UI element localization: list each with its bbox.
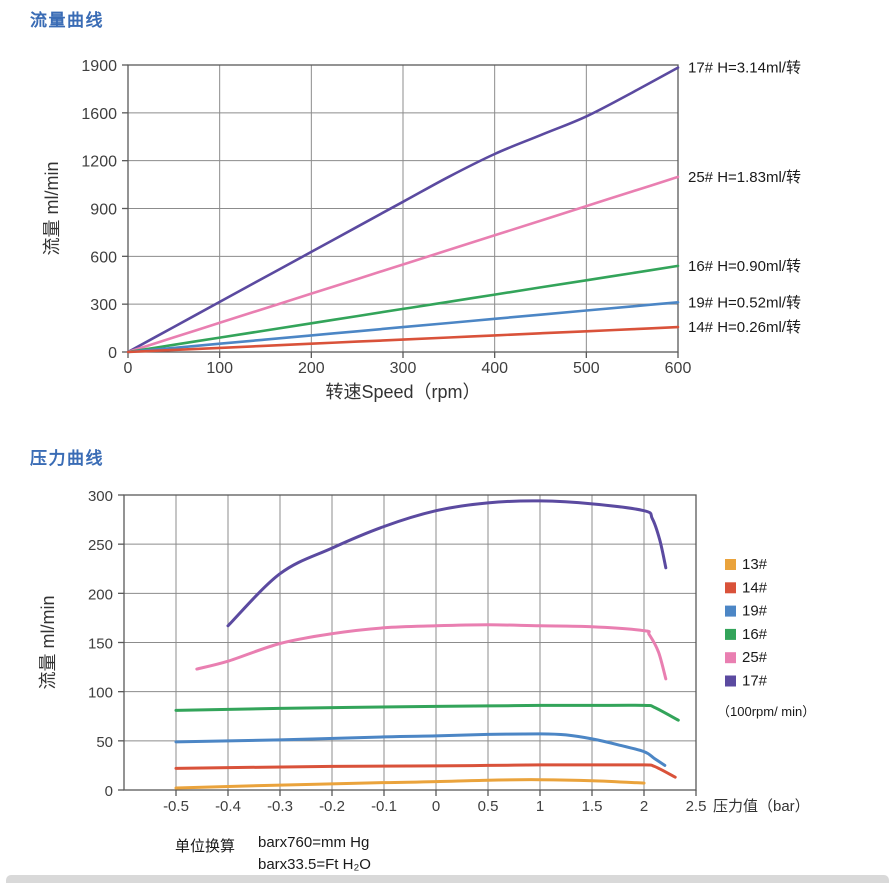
flow-chart-svg: 0 100 200 300 400 500 600 0 300 600 900 1200 1600 190… xyxy=(42,58,801,402)
series-line-17# xyxy=(226,499,668,628)
x-tick-label: -0.4 xyxy=(215,798,241,815)
y-tick-label: 0 xyxy=(105,783,113,800)
legend-swatch xyxy=(725,582,736,594)
x-tick-label: 500 xyxy=(573,360,600,377)
y-tick-label: 250 xyxy=(88,537,113,554)
gridlines xyxy=(128,65,678,352)
legend-label: 14# xyxy=(742,579,768,596)
series-line-16# xyxy=(174,703,680,722)
legend-note: （100rpm/ min） xyxy=(717,704,815,719)
series-label: 17# H=3.14ml/转 xyxy=(688,60,801,77)
y-tick-label: 900 xyxy=(90,202,117,219)
x-tick-label: -0.5 xyxy=(163,798,189,815)
legend-label: 19# xyxy=(742,603,768,620)
y-tick-label: 300 xyxy=(90,297,117,314)
x-tick-label: 600 xyxy=(665,360,692,377)
series-line-25# xyxy=(126,175,680,354)
gridlines xyxy=(124,495,696,790)
y-tick-label: 200 xyxy=(88,586,113,603)
x-tick-label: 2 xyxy=(640,798,648,815)
x-tick-label: -0.1 xyxy=(371,798,397,815)
legend: 13# 14# 19# 16# 25# 17# （100rpm/ min） xyxy=(717,556,815,719)
unit-conversion-line-1: barx760=mm Hg xyxy=(258,834,370,851)
y-tick-label: 0 xyxy=(108,345,117,362)
pressure-chart-svg: -0.5 -0.4 -0.3 -0.2 -0.1 0 0.5 1 1.5 2 2.5 0 50 100 15… xyxy=(38,488,815,815)
series-label: 14# H=0.26ml/转 xyxy=(688,319,801,336)
x-tick-label: 0 xyxy=(432,798,440,815)
legend-label: 17# xyxy=(742,673,768,690)
legend-swatch xyxy=(725,675,736,687)
legend-swatch xyxy=(725,628,736,640)
y-tick-label: 1200 xyxy=(81,154,117,171)
series-label: 25# H=1.83ml/转 xyxy=(688,169,801,186)
series-label: 19# H=0.52ml/转 xyxy=(688,294,801,311)
flow-curve-title: 流量曲线 xyxy=(30,11,104,30)
series-line-19# xyxy=(126,301,680,354)
x-tick-label: -0.2 xyxy=(319,798,345,815)
x-tick-label: 300 xyxy=(390,360,417,377)
series-line-17# xyxy=(126,66,680,354)
series-label: 16# H=0.90ml/转 xyxy=(688,258,801,275)
y-axis-title: 流量 ml/min xyxy=(42,162,62,256)
x-axis-title: 压力值（bar） xyxy=(713,798,810,815)
y-tick-label: 50 xyxy=(96,734,113,751)
x-tick-label: 200 xyxy=(298,360,325,377)
x-tick-label: 1.5 xyxy=(582,798,603,815)
unit-conversion-line-2: barx33.5=Ft H₂O xyxy=(258,856,371,873)
series-line-14# xyxy=(126,325,680,354)
x-tick-label: -0.3 xyxy=(267,798,293,815)
y-axis-title: 流量 ml/min xyxy=(38,596,58,690)
x-tick-label: 0.5 xyxy=(478,798,499,815)
x-tick-label: 0 xyxy=(124,360,133,377)
legend-swatch xyxy=(725,652,736,664)
pressure-curve-title: 压力曲线 xyxy=(30,449,104,468)
tick-marks xyxy=(118,494,697,796)
x-tick-label: 1 xyxy=(536,798,544,815)
x-tick-label: 400 xyxy=(481,360,508,377)
y-tick-label: 600 xyxy=(90,249,117,266)
tick-labels: 0 100 200 300 400 500 600 0 300 600 900 1200 1600 190… xyxy=(81,58,691,377)
tick-marks xyxy=(122,64,679,358)
legend-label: 16# xyxy=(742,626,768,643)
x-tick-label: 2.5 xyxy=(686,798,707,815)
legend-swatch xyxy=(725,559,736,570)
y-tick-label: 300 xyxy=(88,488,113,505)
unit-conversion-label: 单位换算 xyxy=(175,838,236,855)
series-line-16# xyxy=(126,264,680,354)
series-line-19# xyxy=(174,732,667,767)
series-line-14# xyxy=(174,763,677,779)
legend-swatch xyxy=(725,605,736,617)
series-line-25# xyxy=(195,623,668,681)
y-tick-label: 1900 xyxy=(81,58,117,75)
x-axis-title: 转速Speed（rpm） xyxy=(325,382,480,402)
bottom-divider xyxy=(6,875,889,883)
legend-label: 13# xyxy=(742,556,768,573)
tick-labels: -0.5 -0.4 -0.3 -0.2 -0.1 0 0.5 1 1.5 2 2.5 0 50 100 15… xyxy=(88,488,706,815)
y-tick-label: 100 xyxy=(88,685,113,702)
y-tick-label: 150 xyxy=(88,636,113,653)
series-line-13# xyxy=(174,778,646,790)
x-tick-label: 100 xyxy=(206,360,233,377)
legend-label: 25# xyxy=(742,649,768,666)
y-tick-label: 1600 xyxy=(81,106,117,123)
